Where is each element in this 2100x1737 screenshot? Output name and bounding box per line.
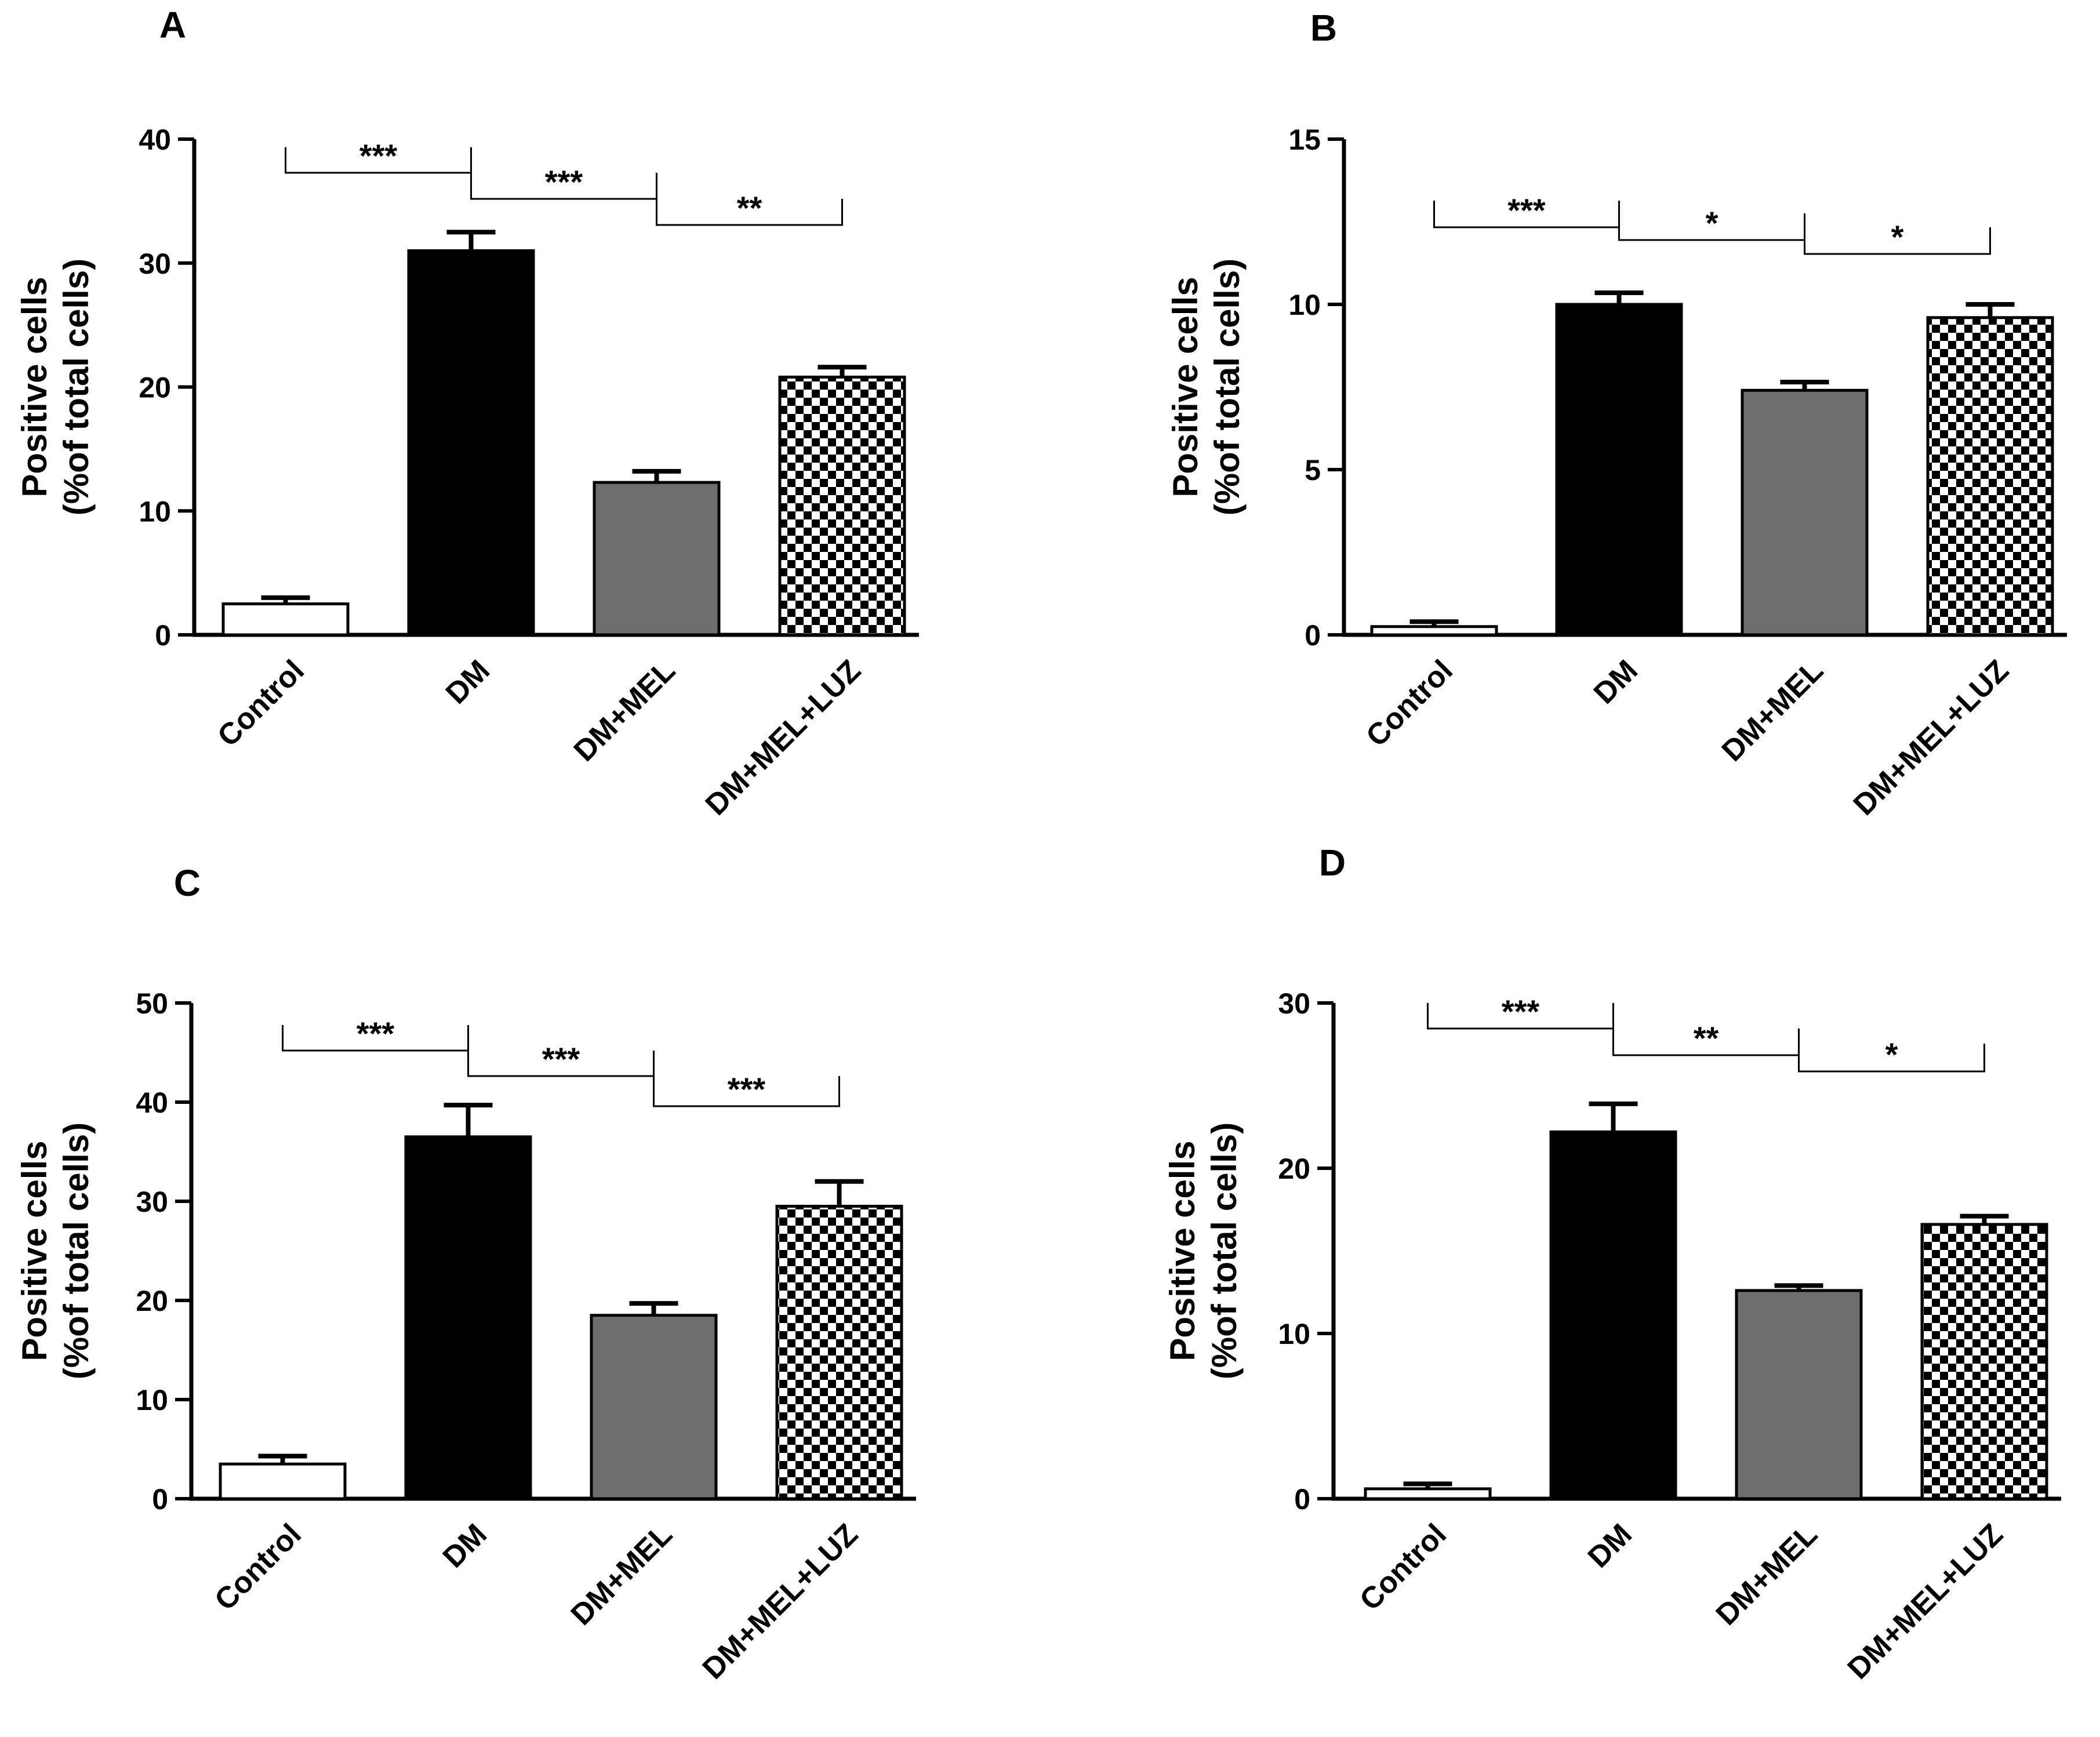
x-tick-label: DM+MEL+LUZ xyxy=(696,1517,864,1685)
bar xyxy=(219,1462,347,1500)
significance-bracket xyxy=(1618,213,1805,241)
significance-bracket xyxy=(467,1051,655,1077)
bar xyxy=(1926,316,2054,637)
x-tick-label: Control xyxy=(211,653,311,753)
bar xyxy=(1555,303,1683,637)
y-tick-label: 10 xyxy=(136,1384,168,1416)
panel-label: C xyxy=(174,862,201,904)
x-tick-label: DM+MEL xyxy=(565,1517,679,1631)
bar xyxy=(1549,1130,1677,1500)
y-tick-label: 15 xyxy=(1288,123,1321,156)
significance-label: ** xyxy=(1694,1020,1719,1056)
y-tick-label: 30 xyxy=(139,248,171,280)
bar xyxy=(221,602,350,637)
panel-label: D xyxy=(1319,842,1346,884)
y-tick-label: 10 xyxy=(1278,1318,1310,1350)
y-axis-label-line1: Positive cells xyxy=(1163,1140,1202,1361)
y-axis-label-line2: (%of total cells) xyxy=(57,259,96,515)
y-tick-label: 0 xyxy=(155,619,171,652)
significance-label: *** xyxy=(728,1071,766,1107)
x-tick-label: Control xyxy=(1360,653,1459,753)
y-tick-label: 50 xyxy=(136,987,168,1020)
significance-label: *** xyxy=(1502,993,1540,1030)
y-axis-label: Positive cells (%of total cells) xyxy=(15,259,96,515)
significance-bracket xyxy=(1804,227,1991,255)
significance-bracket xyxy=(1427,1003,1614,1030)
significance-bracket xyxy=(1798,1044,1985,1073)
significance-bracket xyxy=(653,1076,840,1107)
bar xyxy=(590,1314,718,1500)
x-tick-label: Control xyxy=(208,1517,308,1617)
x-tick-label: DM+MEL xyxy=(568,653,682,768)
significance-bracket xyxy=(1612,1029,1800,1056)
bar xyxy=(778,375,906,637)
bar xyxy=(404,1135,532,1500)
x-tick-label: DM xyxy=(1587,653,1644,710)
significance-label: *** xyxy=(1507,192,1546,228)
x-tick-label: DM xyxy=(437,1517,493,1574)
chart-panel-d: D 0 10 20 30 Positive cells (%of total cells) C… xyxy=(1163,842,2061,1686)
bar xyxy=(1920,1223,2048,1500)
y-axis-label-line1: Positive cells xyxy=(15,277,54,497)
significance-bracket xyxy=(282,1025,469,1052)
significance-label: *** xyxy=(545,163,583,200)
y-axis-label-line1: Positive cells xyxy=(15,1140,54,1361)
significance-label: ** xyxy=(737,190,762,226)
y-axis-label-line2: (%of total cells) xyxy=(57,1122,96,1379)
x-tick-label: DM+MEL+LUZ xyxy=(699,653,867,822)
bar xyxy=(1741,388,1869,637)
x-tick-label: Control xyxy=(1353,1517,1453,1617)
significance-bracket xyxy=(470,173,657,200)
x-tick-label: DM+MEL xyxy=(1710,1517,1824,1631)
significance-label: * xyxy=(1891,219,1904,255)
significance-label: *** xyxy=(357,1015,395,1052)
bar xyxy=(593,481,721,637)
y-axis-label: Positive cells (%of total cells) xyxy=(1166,259,1247,515)
y-axis-label: Positive cells (%of total cells) xyxy=(15,1122,96,1379)
bar xyxy=(407,249,535,637)
y-tick-label: 20 xyxy=(1278,1153,1310,1185)
x-tick-label: DM+MEL+LUZ xyxy=(1841,1517,2010,1685)
y-tick-label: 0 xyxy=(1305,619,1321,652)
y-tick-label: 40 xyxy=(139,123,171,156)
panel-label: A xyxy=(159,4,186,46)
y-tick-label: 0 xyxy=(152,1483,168,1516)
x-tick-label: DM+MEL xyxy=(1716,653,1830,768)
x-tick-label: DM+MEL+LUZ xyxy=(1847,653,2015,822)
y-tick-label: 5 xyxy=(1305,454,1321,486)
y-tick-label: 20 xyxy=(139,372,171,404)
panel-label: B xyxy=(1310,7,1337,49)
y-tick-label: 10 xyxy=(139,495,171,528)
y-axis-label-line2: (%of total cells) xyxy=(1205,1122,1244,1379)
bar xyxy=(1735,1289,1863,1500)
y-tick-label: 20 xyxy=(136,1285,168,1317)
y-tick-label: 0 xyxy=(1294,1483,1310,1516)
y-axis-label-line2: (%of total cells) xyxy=(1208,259,1247,515)
y-axis-label-line1: Positive cells xyxy=(1166,277,1205,497)
y-tick-label: 10 xyxy=(1288,289,1321,321)
x-tick-label: DM xyxy=(439,653,496,710)
y-tick-label: 40 xyxy=(136,1086,168,1119)
bar xyxy=(1364,1487,1492,1500)
bar xyxy=(775,1205,903,1500)
significance-bracket xyxy=(656,199,843,226)
significance-label: * xyxy=(1706,205,1718,241)
bar xyxy=(1370,625,1498,637)
chart-panel-b: B 0 5 10 15 Positive cells (%of total cells) Co… xyxy=(1166,7,2067,822)
significance-label: *** xyxy=(542,1041,580,1077)
significance-label: *** xyxy=(359,137,398,174)
y-tick-label: 30 xyxy=(136,1186,168,1218)
y-axis-label: Positive cells (%of total cells) xyxy=(1163,1122,1244,1379)
x-tick-label: DM xyxy=(1582,1517,1638,1574)
significance-bracket xyxy=(285,147,472,174)
chart-panel-a: A 0 10 20 30 40 Positive cells (%of total cells… xyxy=(15,4,919,822)
chart-panel-c: C 0 10 20 30 40 50 Positive cells (%of total cel… xyxy=(15,862,916,1686)
significance-label: * xyxy=(1885,1036,1898,1073)
y-tick-label: 30 xyxy=(1278,987,1310,1020)
